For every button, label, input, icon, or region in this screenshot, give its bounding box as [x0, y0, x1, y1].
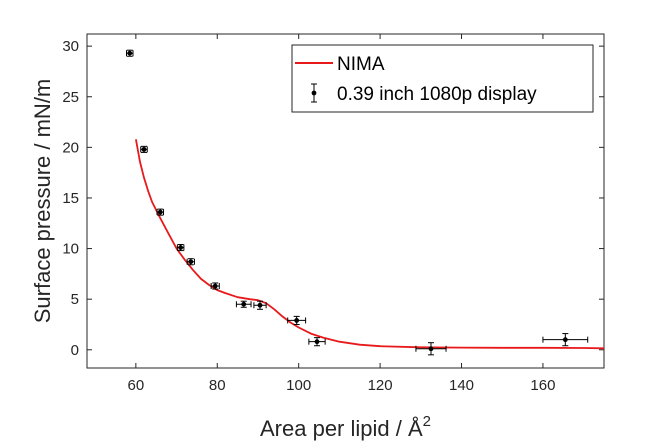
legend-box: [291, 44, 594, 113]
data-point: [308, 337, 326, 347]
data-point: [176, 244, 185, 252]
data-point-marker: [314, 339, 320, 345]
data-point-marker: [428, 346, 434, 352]
data-point: [542, 333, 589, 347]
data-point: [125, 49, 134, 57]
legend-marker: [311, 90, 317, 96]
data-point-marker: [257, 302, 263, 308]
data-point: [210, 282, 220, 290]
y-axis-label: Surface pressure / mN/m: [30, 79, 55, 324]
data-point-marker: [188, 259, 194, 265]
data-point-marker: [241, 301, 247, 307]
x-axis-label-main: Area per lipid / Å: [260, 416, 423, 441]
data-point-marker: [127, 50, 133, 56]
x-axis-label: Area per lipid / Å2: [260, 413, 431, 441]
x-axis-label-superscript: 2: [423, 413, 431, 430]
x-tick-label: 100: [286, 377, 311, 394]
data-point-marker: [141, 146, 147, 152]
data-point: [287, 315, 307, 325]
data-point: [140, 145, 148, 153]
data-point: [415, 342, 447, 356]
data-point: [156, 208, 165, 216]
y-tick-label: 25: [62, 89, 79, 106]
data-point-marker: [294, 318, 300, 323]
y-tick-label: 5: [71, 291, 79, 308]
data-point-marker: [157, 209, 163, 215]
data-point: [253, 300, 267, 310]
legend-errorbar-sample: [311, 83, 317, 103]
plot-content: [125, 49, 605, 356]
data-point: [235, 300, 252, 308]
y-tick-label: 20: [62, 139, 79, 156]
data-point-marker: [178, 245, 184, 250]
data-point-marker: [562, 337, 568, 343]
x-tick-label: 120: [368, 377, 393, 394]
x-tick-label: 60: [128, 377, 145, 394]
nima-curve: [135, 139, 605, 350]
y-tick-label: 15: [62, 190, 79, 207]
legend: NIMA 0.39 inch 1080p display: [291, 44, 594, 113]
y-tick-label: 30: [62, 38, 79, 55]
data-point-marker: [212, 283, 218, 289]
legend-label-nima: NIMA: [337, 54, 385, 75]
data-point: [186, 258, 195, 266]
axis-ticks: 60 80 100 120 140 160 0 5 10 15 20 25 30: [62, 34, 604, 394]
y-tick-label: 0: [71, 342, 79, 359]
x-tick-label: 160: [530, 377, 555, 394]
x-tick-label: 140: [449, 377, 474, 394]
x-tick-label: 80: [209, 377, 226, 394]
y-tick-label: 10: [62, 241, 79, 258]
legend-label-display: 0.39 inch 1080p display: [337, 84, 537, 105]
